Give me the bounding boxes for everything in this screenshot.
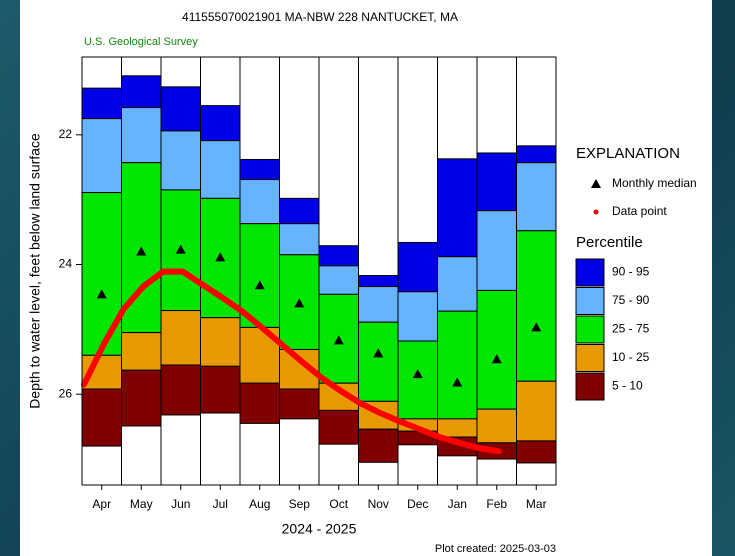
percentile-band	[476, 289, 517, 410]
x-tick-label: Nov	[368, 497, 389, 511]
percentile-band	[397, 241, 438, 293]
x-tick-label: Apr	[92, 497, 111, 511]
legend-swatch	[575, 287, 605, 315]
percentile-band	[121, 332, 162, 371]
y-tick-label: 26	[59, 386, 73, 400]
legend-median-marker	[591, 179, 601, 188]
median-marker	[294, 298, 305, 308]
percentile-band	[358, 321, 399, 402]
chart-subtitle: U.S. Geological Survey	[84, 36, 198, 48]
percentile-band	[200, 140, 241, 199]
percentile-band	[200, 365, 241, 414]
legend-label: 25 - 75	[612, 322, 650, 336]
legend-median-label: Monthly median	[612, 176, 697, 190]
legend-subtitle: Percentile	[576, 234, 643, 251]
x-tick-label: Sep	[289, 497, 311, 511]
percentile-band	[121, 107, 162, 164]
percentile-band	[81, 192, 122, 356]
median-marker	[491, 354, 502, 364]
median-marker	[333, 335, 344, 345]
percentile-band	[239, 382, 280, 424]
x-tick-label: Oct	[329, 497, 348, 511]
percentile-band	[200, 317, 241, 367]
percentile-band	[160, 86, 201, 132]
y-axis-label: Depth to water level, feet below land su…	[27, 133, 43, 409]
percentile-band	[81, 388, 122, 447]
percentile-band	[200, 105, 241, 142]
percentile-band	[397, 340, 438, 420]
x-tick-label: May	[130, 497, 153, 511]
percentile-band	[279, 388, 320, 420]
legend-swatch	[575, 258, 605, 287]
percentile-band	[279, 223, 320, 256]
legend-data-marker	[593, 209, 599, 215]
percentile-band	[239, 179, 280, 225]
percentile-band	[121, 369, 162, 427]
data-line	[81, 268, 502, 455]
y-tick-label: 22	[59, 127, 73, 141]
percentile-band	[437, 256, 478, 312]
median-marker	[254, 280, 265, 290]
x-tick-label: Mar	[526, 497, 547, 511]
percentile-band	[437, 418, 478, 438]
chart-title: 411555070021901 MA-NBW 228 NANTUCKET, MA	[182, 10, 458, 24]
median-marker	[373, 348, 384, 358]
x-tick-label: Dec	[407, 497, 428, 511]
y-tick-label: 24	[59, 257, 73, 271]
percentile-band	[239, 158, 280, 181]
percentile-band	[160, 310, 201, 366]
percentile-band	[476, 210, 517, 291]
percentile-band	[121, 75, 162, 109]
percentile-band	[516, 230, 557, 382]
percentile-band	[358, 286, 399, 323]
percentile-band	[81, 118, 122, 194]
median-marker	[175, 244, 186, 254]
median-marker	[452, 377, 463, 387]
legend-title: EXPLANATION	[576, 145, 680, 162]
x-tick-label: Jul	[213, 497, 228, 511]
percentile-band	[437, 158, 478, 258]
percentile-band	[516, 440, 557, 464]
legend-data-label: Data point	[612, 204, 667, 218]
percentile-band	[397, 291, 438, 342]
plot-frame	[81, 56, 557, 486]
percentile-band	[358, 428, 399, 463]
median-marker	[215, 252, 226, 262]
legend-swatch	[575, 372, 605, 401]
median-marker	[96, 289, 107, 299]
percentile-band	[160, 364, 201, 416]
legend-label: 75 - 90	[612, 293, 650, 307]
legend-label: 90 - 95	[612, 265, 650, 279]
x-tick-label: Jun	[171, 497, 190, 511]
percentile-band	[279, 197, 320, 225]
x-axis-label: 2024 - 2025	[282, 521, 357, 537]
median-marker	[412, 369, 423, 379]
x-tick-label: Feb	[486, 497, 507, 511]
plot-note: Plot created: 2025-03-03	[435, 543, 556, 555]
x-tick-label: Jan	[448, 497, 467, 511]
median-marker	[531, 322, 542, 332]
percentile-band	[358, 275, 399, 288]
percentile-band	[318, 245, 359, 267]
legend-swatch	[575, 344, 605, 372]
legend-label: 10 - 25	[612, 350, 650, 364]
percentile-band	[318, 265, 359, 295]
median-marker	[136, 246, 147, 256]
percentile-band	[516, 380, 557, 442]
percentile-band	[81, 87, 122, 120]
legend-label: 5 - 10	[612, 379, 643, 393]
legend-swatch	[575, 315, 605, 344]
percentile-band	[516, 162, 557, 232]
x-tick-label: Aug	[249, 497, 270, 511]
percentile-band	[437, 310, 478, 420]
percentile-band	[516, 145, 557, 164]
percentile-band	[160, 130, 201, 191]
percentile-band	[318, 409, 359, 445]
percentile-band	[476, 152, 517, 212]
percentile-band	[476, 408, 517, 444]
